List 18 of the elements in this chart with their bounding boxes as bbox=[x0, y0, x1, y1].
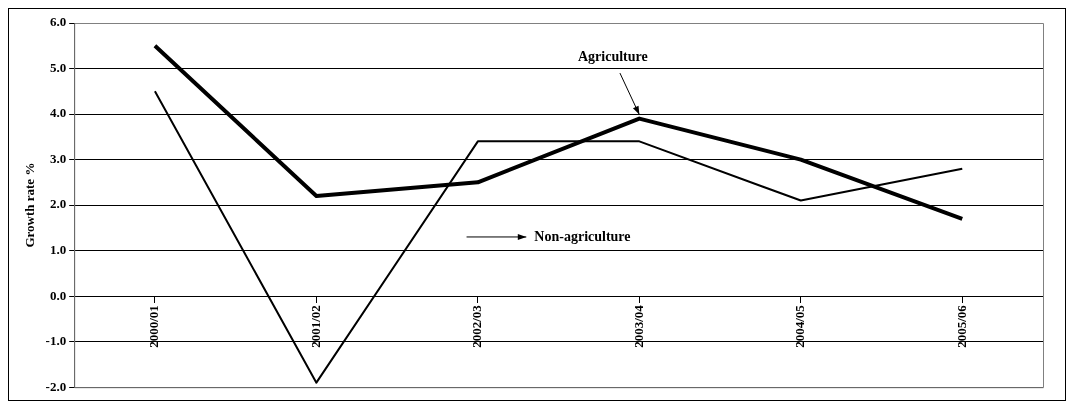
y-tick-label: 6.0 bbox=[49, 14, 67, 30]
y-tick-label: 1.0 bbox=[49, 241, 67, 257]
x-tick-label: 2003/04 bbox=[630, 304, 646, 348]
annotation: Agriculture bbox=[577, 48, 648, 64]
y-tick-label: 5.0 bbox=[49, 59, 67, 75]
x-tick-label: 2000/01 bbox=[146, 305, 162, 348]
y-tick-label: 4.0 bbox=[49, 105, 67, 121]
x-tick-label: 2005/06 bbox=[953, 304, 969, 348]
annotation: Non-agriculture bbox=[534, 228, 631, 244]
y-tick-label: 2.0 bbox=[49, 196, 67, 212]
y-tick-label: -2.0 bbox=[45, 378, 67, 394]
y-tick-label: 0.0 bbox=[49, 287, 67, 303]
y-axis-title: Growth rate % bbox=[22, 162, 38, 248]
y-tick-label: 3.0 bbox=[49, 150, 67, 166]
x-tick-label: 2002/03 bbox=[469, 304, 485, 348]
y-tick-label: -1.0 bbox=[45, 333, 67, 349]
x-tick-label: 2001/02 bbox=[307, 305, 323, 348]
x-tick-label: 2004/05 bbox=[792, 304, 808, 348]
